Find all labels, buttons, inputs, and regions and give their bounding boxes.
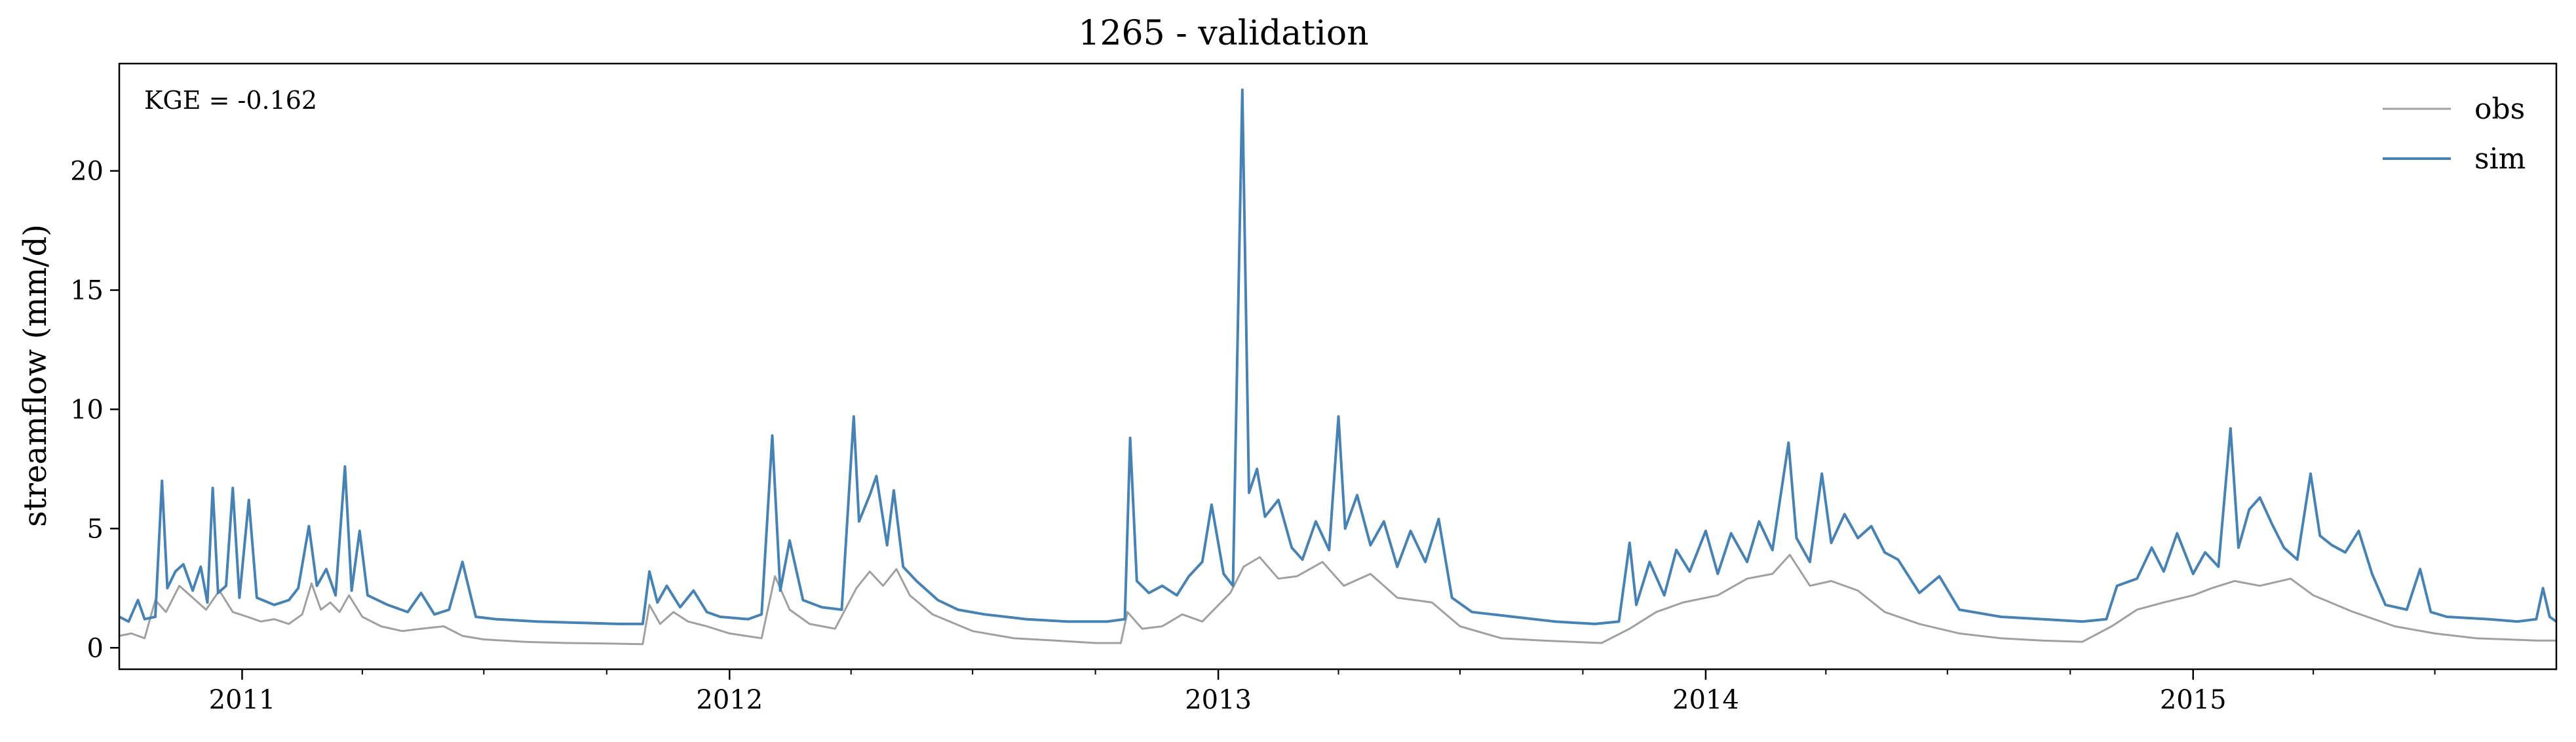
x-tick-label: 2014 [1672, 685, 1739, 715]
series-line-sim [119, 88, 2558, 625]
plot-area [118, 62, 2558, 671]
y-tick-label: 0 [87, 633, 104, 663]
chart-title: 1265 - validation [1078, 14, 1368, 53]
legend: obs sim [2383, 92, 2526, 176]
kge-annotation: KGE = -0.162 [144, 86, 317, 115]
x-tick-label: 2012 [696, 685, 763, 715]
x-axis-ticks: 2011 2012 2013 2014 2015 [209, 669, 2436, 715]
y-tick-label: 10 [70, 395, 104, 425]
series-line-obs [119, 553, 2556, 646]
legend-label-obs: obs [2474, 92, 2525, 126]
x-tick-label: 2015 [2160, 685, 2227, 715]
x-tick-label: 2011 [209, 685, 276, 715]
y-tick-label: 15 [70, 276, 104, 306]
y-axis-ticks: 0 5 10 15 20 [70, 157, 119, 663]
y-tick-label: 20 [70, 157, 104, 187]
y-axis-label: streamflow (mm/d) [17, 224, 54, 527]
x-tick-label: 2013 [1185, 685, 1252, 715]
y-tick-label: 5 [87, 514, 104, 544]
legend-label-sim: sim [2474, 142, 2526, 176]
plot-frame [118, 62, 2558, 671]
series-lines [119, 88, 2558, 646]
